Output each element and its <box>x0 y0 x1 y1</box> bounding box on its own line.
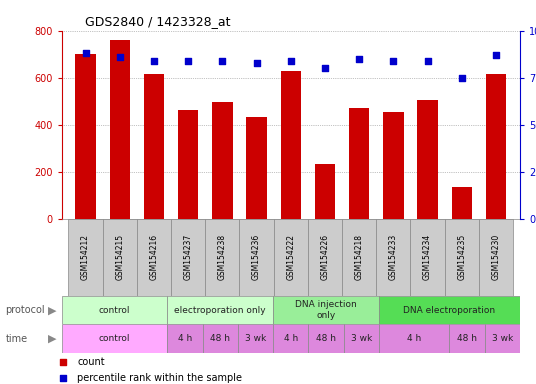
Text: DNA injection
only: DNA injection only <box>295 300 357 320</box>
FancyBboxPatch shape <box>103 219 137 296</box>
Text: control: control <box>99 334 130 343</box>
Text: DNA electroporation: DNA electroporation <box>404 306 495 314</box>
Bar <box>315 164 335 219</box>
Text: 4 h: 4 h <box>178 334 192 343</box>
Bar <box>178 109 198 219</box>
Bar <box>247 117 267 219</box>
Point <box>389 58 398 64</box>
Bar <box>451 187 472 219</box>
Text: GSM154237: GSM154237 <box>184 234 192 280</box>
FancyBboxPatch shape <box>137 219 171 296</box>
Bar <box>383 112 404 219</box>
Text: GSM154230: GSM154230 <box>492 234 501 280</box>
Text: GDS2840 / 1423328_at: GDS2840 / 1423328_at <box>85 15 230 28</box>
Text: count: count <box>77 358 105 367</box>
FancyBboxPatch shape <box>62 324 167 353</box>
FancyBboxPatch shape <box>205 219 240 296</box>
Text: 3 wk: 3 wk <box>492 334 513 343</box>
FancyBboxPatch shape <box>274 219 308 296</box>
Point <box>287 58 295 64</box>
Point <box>115 54 124 60</box>
Text: 4 h: 4 h <box>284 334 298 343</box>
Text: GSM154233: GSM154233 <box>389 234 398 280</box>
FancyBboxPatch shape <box>376 219 411 296</box>
FancyBboxPatch shape <box>379 296 520 324</box>
Point <box>321 65 329 71</box>
Text: ▶: ▶ <box>48 305 56 315</box>
Point <box>355 56 363 62</box>
Text: GSM154222: GSM154222 <box>286 234 295 280</box>
Text: GSM154212: GSM154212 <box>81 234 90 280</box>
FancyBboxPatch shape <box>273 324 308 353</box>
Point <box>423 58 432 64</box>
Point <box>218 58 227 64</box>
FancyBboxPatch shape <box>167 296 273 324</box>
FancyBboxPatch shape <box>449 324 485 353</box>
FancyBboxPatch shape <box>69 219 103 296</box>
FancyBboxPatch shape <box>342 219 376 296</box>
Bar <box>144 74 164 219</box>
Bar <box>486 74 506 219</box>
Point <box>252 60 261 66</box>
Text: 3 wk: 3 wk <box>245 334 266 343</box>
Text: 48 h: 48 h <box>210 334 230 343</box>
Text: 3 wk: 3 wk <box>351 334 372 343</box>
FancyBboxPatch shape <box>379 324 449 353</box>
Point <box>492 52 500 58</box>
Text: GSM154236: GSM154236 <box>252 234 261 280</box>
FancyBboxPatch shape <box>240 219 274 296</box>
Bar <box>418 100 438 219</box>
Text: 48 h: 48 h <box>316 334 336 343</box>
Text: GSM154235: GSM154235 <box>457 234 466 280</box>
Point <box>59 359 68 366</box>
FancyBboxPatch shape <box>171 219 205 296</box>
Bar <box>349 108 369 219</box>
Point <box>184 58 192 64</box>
FancyBboxPatch shape <box>308 219 342 296</box>
Point <box>59 375 68 381</box>
FancyBboxPatch shape <box>344 324 379 353</box>
Bar <box>280 71 301 219</box>
Text: GSM154238: GSM154238 <box>218 234 227 280</box>
Point <box>81 50 90 56</box>
Text: GSM154215: GSM154215 <box>115 234 124 280</box>
Text: GSM154234: GSM154234 <box>423 234 432 280</box>
FancyBboxPatch shape <box>203 324 238 353</box>
Bar <box>212 103 233 219</box>
Text: 48 h: 48 h <box>457 334 477 343</box>
FancyBboxPatch shape <box>445 219 479 296</box>
Text: GSM154216: GSM154216 <box>150 234 159 280</box>
Text: electroporation only: electroporation only <box>174 306 266 314</box>
Text: protocol: protocol <box>5 305 45 315</box>
FancyBboxPatch shape <box>238 324 273 353</box>
Text: time: time <box>5 334 27 344</box>
Text: control: control <box>99 306 130 314</box>
FancyBboxPatch shape <box>273 296 379 324</box>
Text: GSM154218: GSM154218 <box>355 234 364 280</box>
Point <box>458 74 466 81</box>
Text: GSM154226: GSM154226 <box>321 234 330 280</box>
Text: ▶: ▶ <box>48 334 56 344</box>
FancyBboxPatch shape <box>485 324 520 353</box>
Point <box>150 58 158 64</box>
FancyBboxPatch shape <box>411 219 445 296</box>
Text: 4 h: 4 h <box>407 334 421 343</box>
FancyBboxPatch shape <box>308 324 344 353</box>
FancyBboxPatch shape <box>479 219 513 296</box>
Text: percentile rank within the sample: percentile rank within the sample <box>77 373 242 383</box>
Bar <box>109 40 130 219</box>
FancyBboxPatch shape <box>62 296 167 324</box>
Bar <box>76 54 96 219</box>
FancyBboxPatch shape <box>167 324 203 353</box>
